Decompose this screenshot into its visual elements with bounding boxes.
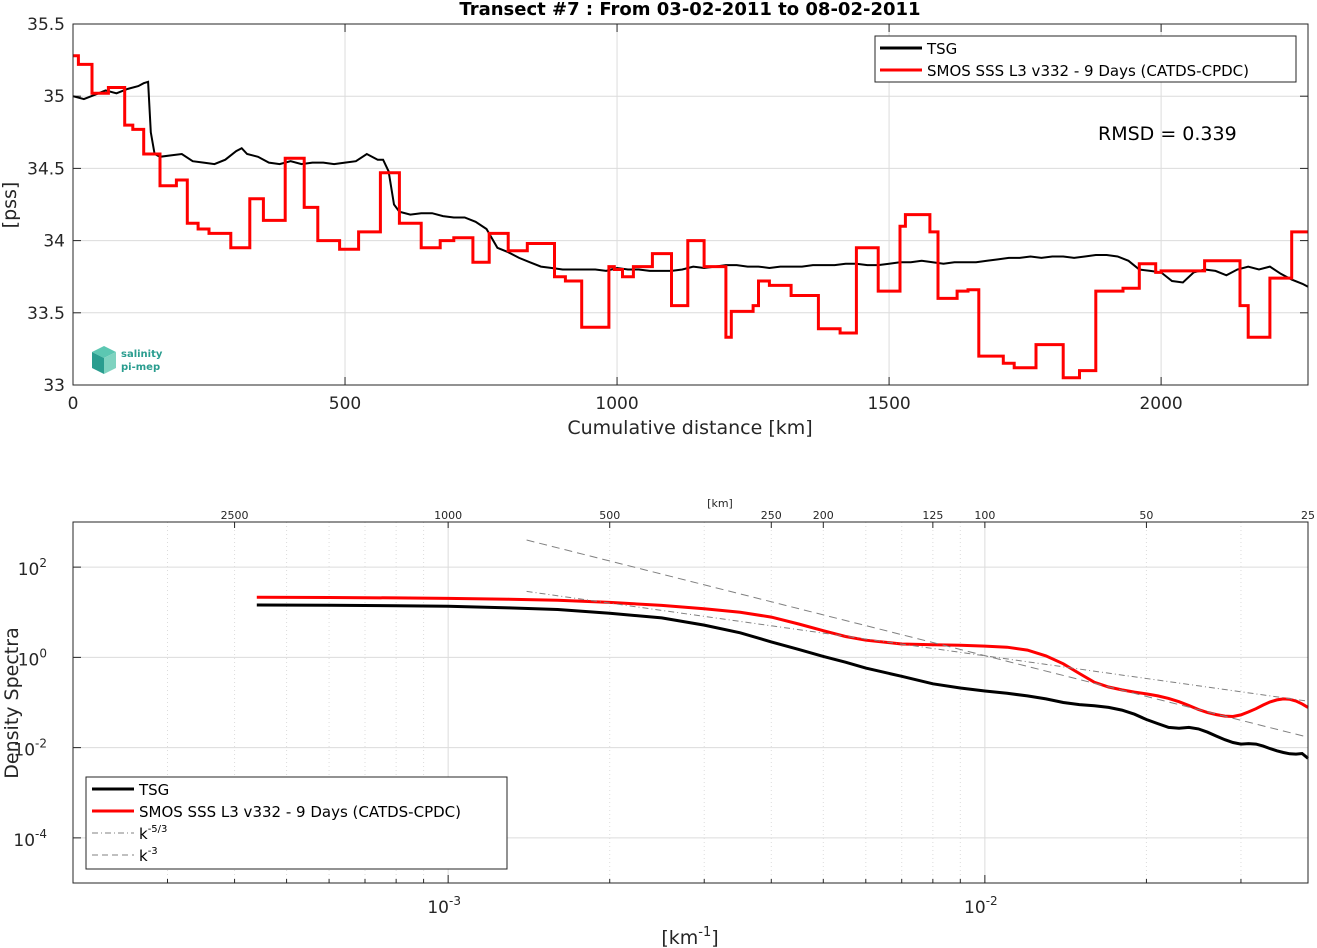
legend-entry-tsg: TSG [926, 40, 957, 58]
y-tick-label: 35 [43, 87, 65, 107]
x-tick-label: 500 [329, 394, 361, 414]
legend-entry-smos-spectra: SMOS SSS L3 v332 - 9 Days (CATDS-CPDC) [139, 803, 461, 821]
top-tick-label: 50 [1139, 509, 1153, 522]
top-axis-tick-labels: 2500 1000 500 250 200 125 100 50 25 [221, 509, 1315, 522]
top-tick-label: 25 [1301, 509, 1315, 522]
y-axis-label-top: [pss] [0, 182, 21, 229]
tsg-line [72, 80, 1309, 288]
series-bottom [256, 539, 1309, 760]
rmsd-annotation: RMSD = 0.339 [1098, 123, 1237, 145]
k3-reference-line [526, 539, 1309, 738]
chart-title: Transect #7 : From 03-02-2011 to 08-02-2… [459, 0, 920, 20]
x-tick-label: 1000 [595, 394, 638, 414]
salinity-pi-mep-logo: salinity pi-mep [92, 346, 163, 374]
x-tick-label: 10-2 [964, 894, 998, 918]
axis-ticks-top: 0 500 1000 1500 2000 33 33.5 34 34.5 35 35.5 [27, 15, 1308, 414]
y-tick-label: 100 [18, 646, 47, 670]
logo-text-salinity: salinity [121, 349, 163, 360]
y-tick-label: 33.5 [27, 304, 65, 324]
top-tick-label: 500 [599, 509, 620, 522]
x-axis-label-top: Cumulative distance [km] [567, 417, 812, 439]
x-axis-label-bottom: [km-1] [661, 925, 718, 948]
x-tick-label: 0 [68, 394, 79, 414]
smos-spectrum-line [256, 595, 1309, 719]
x-tick-label: 10-3 [427, 894, 461, 918]
top-tick-label: 125 [922, 509, 943, 522]
legend-top: TSG SMOS SSS L3 v332 - 9 Days (CATDS-CPD… [874, 35, 1297, 83]
cube-icon [92, 346, 116, 374]
top-tick-label: 250 [761, 509, 782, 522]
y-tick-label: 34 [43, 232, 65, 252]
legend-entry-smos: SMOS SSS L3 v332 - 9 Days (CATDS-CPDC) [927, 62, 1249, 80]
top-tick-label: 2500 [221, 509, 249, 522]
x-tick-label: 1500 [867, 394, 910, 414]
top-tick-label: 100 [974, 509, 995, 522]
legend-entry-tsg-spectra: TSG [138, 781, 169, 799]
y-axis-label-bottom: Density Spectra [1, 627, 23, 778]
y-tick-label: 34.5 [27, 159, 65, 179]
y-tick-label: 102 [18, 556, 47, 580]
tsg-spectrum-line [256, 603, 1309, 760]
logo-text-pi-mep: pi-mep [121, 362, 160, 373]
top-axis-label: [km] [707, 497, 733, 510]
series-top [72, 54, 1309, 380]
x-tick-label: 2000 [1139, 394, 1182, 414]
smos-step-line [73, 54, 1308, 380]
plot-area-top [72, 23, 1309, 386]
top-tick-label: 1000 [434, 509, 462, 522]
legend-bottom: TSG SMOS SSS L3 v332 - 9 Days (CATDS-CPD… [85, 776, 508, 870]
y-tick-label: 35.5 [27, 15, 65, 35]
top-tick-label: 200 [813, 509, 834, 522]
k53-reference-line [526, 590, 1309, 702]
y-tick-label: 33 [43, 376, 65, 396]
transect-salinity-plot: 0 500 1000 1500 2000 33 33.5 34 34.5 35 35.5 Trans… [0, 0, 1309, 439]
y-tick-label: 10-4 [13, 827, 47, 851]
